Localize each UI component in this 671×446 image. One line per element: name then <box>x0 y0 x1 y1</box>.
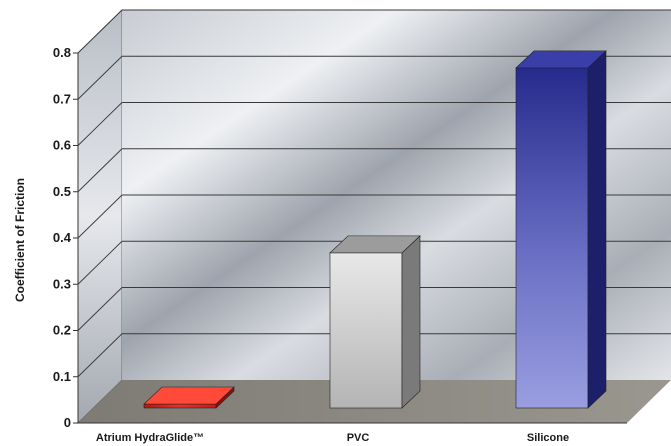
gridline <box>77 9 671 54</box>
bar-front <box>143 403 217 409</box>
y-tick-label: 0.7 <box>53 91 71 106</box>
bar-top <box>329 235 421 254</box>
gridline <box>77 333 671 378</box>
bar <box>329 235 421 409</box>
x-category-label: Atrium HydraGlide™ <box>96 432 204 444</box>
gridline <box>77 102 671 146</box>
bar-top <box>515 50 607 69</box>
gridline <box>77 287 671 331</box>
bar-front <box>329 252 403 409</box>
y-tick-label: 0.5 <box>53 184 71 199</box>
x-category-label: PVC <box>347 432 370 444</box>
bar-front <box>515 67 589 409</box>
y-tick-label: 0 <box>64 415 71 430</box>
gridline <box>77 240 671 285</box>
gridline <box>77 148 671 193</box>
bar-side <box>401 235 421 409</box>
y-axis-title: Coefficient of Friction <box>13 178 27 302</box>
y-tick-label: 0.1 <box>53 369 71 384</box>
y-tick-label: 0.3 <box>53 276 71 291</box>
bar-top <box>143 386 235 405</box>
gridline <box>77 194 671 239</box>
bar <box>515 50 607 409</box>
y-tick-label: 0.4 <box>53 230 72 245</box>
y-tick-label: 0.6 <box>53 138 71 153</box>
x-category-label: Silicone <box>527 432 569 444</box>
gridline <box>77 55 671 100</box>
bar <box>143 386 235 409</box>
y-tick-label: 0.2 <box>53 323 71 338</box>
y-tick-label: 0.8 <box>53 45 71 60</box>
bar-side <box>587 50 607 409</box>
